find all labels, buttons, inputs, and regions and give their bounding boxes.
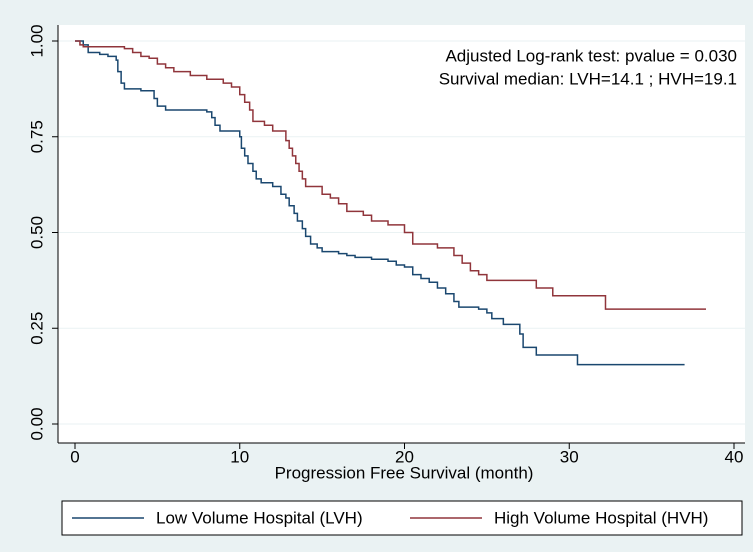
legend-label: Low Volume Hospital (LVH) <box>156 508 363 527</box>
plot-area <box>58 25 745 443</box>
x-tick-label: 20 <box>395 447 414 466</box>
annotation: Adjusted Log-rank test: pvalue = 0.030 <box>445 46 737 65</box>
x-tick-label: 30 <box>560 447 579 466</box>
legend-label: High Volume Hospital (HVH) <box>494 508 708 527</box>
survival-curve <box>75 40 685 366</box>
x-tick-label: 40 <box>725 447 744 466</box>
x-axis-label: Progression Free Survival (month) <box>275 463 534 482</box>
y-tick-label: 0.25 <box>27 312 46 345</box>
survival-curve <box>75 40 706 310</box>
legend <box>61 500 743 536</box>
x-tick-label: 10 <box>230 447 249 466</box>
y-tick-label: 0.50 <box>27 216 46 249</box>
y-tick-label: 0.00 <box>27 407 46 440</box>
y-tick-label: 1.00 <box>27 24 46 57</box>
x-tick-label: 0 <box>70 447 79 466</box>
y-tick-label: 0.75 <box>27 120 46 153</box>
annotation: Survival median: LVH=14.1 ; HVH=19.1 <box>439 69 737 88</box>
